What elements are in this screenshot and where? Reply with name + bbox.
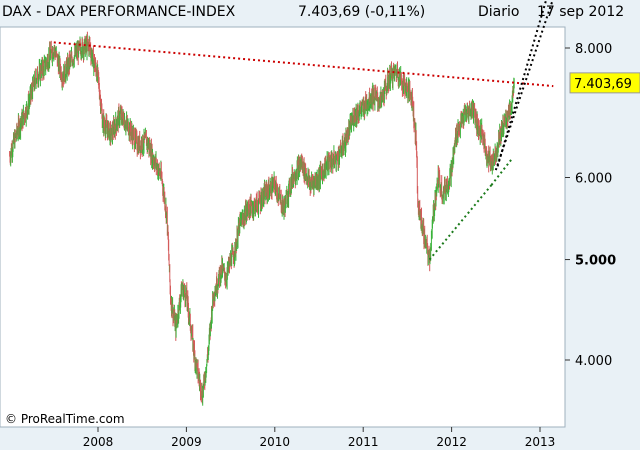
period-label: Diario <box>478 4 520 20</box>
x-tick-label: 2012 <box>436 435 467 449</box>
price-tag-box <box>569 72 640 94</box>
chart-header: DAX - DAX PERFORMANCE-INDEX 7.403,69 (-0… <box>0 0 640 28</box>
date-label: 17 sep 2012 <box>537 4 625 20</box>
x-tick-label: 2008 <box>83 435 114 449</box>
x-tick-label: 2013 <box>525 435 556 449</box>
x-tick-label: 2009 <box>171 435 202 449</box>
y-tick-label: 4.000 <box>575 354 612 369</box>
instrument-title: DAX - DAX PERFORMANCE-INDEX <box>2 4 236 20</box>
trendline-resistance <box>53 41 554 88</box>
trendline-support-short <box>490 158 513 186</box>
price-tag-label: 7.403,69 <box>574 77 632 92</box>
copyright-notice: © ProRealTime.com <box>5 412 125 426</box>
y-tick-label: 6.000 <box>575 171 612 186</box>
trendline-channel-upper <box>496 0 548 167</box>
y-axis: 4.000 5.000 6.000 8.000 <box>565 42 616 369</box>
trendline-support-long <box>428 184 493 261</box>
last-value-change: 7.403,69 (-0,11%) <box>298 4 426 20</box>
x-tick-label: 2011 <box>348 435 379 449</box>
plot-area <box>0 26 566 428</box>
y-tick-label: 8.000 <box>575 42 612 57</box>
x-tick-label: 2010 <box>260 435 291 449</box>
last-price-tag: 7.403,69 <box>569 72 640 94</box>
x-axis: 2008 2009 2010 2011 2012 2013 <box>83 427 556 449</box>
candles-layer <box>9 31 515 406</box>
y-tick-label: 5.000 <box>575 254 616 269</box>
trendlines-layer <box>53 0 554 261</box>
